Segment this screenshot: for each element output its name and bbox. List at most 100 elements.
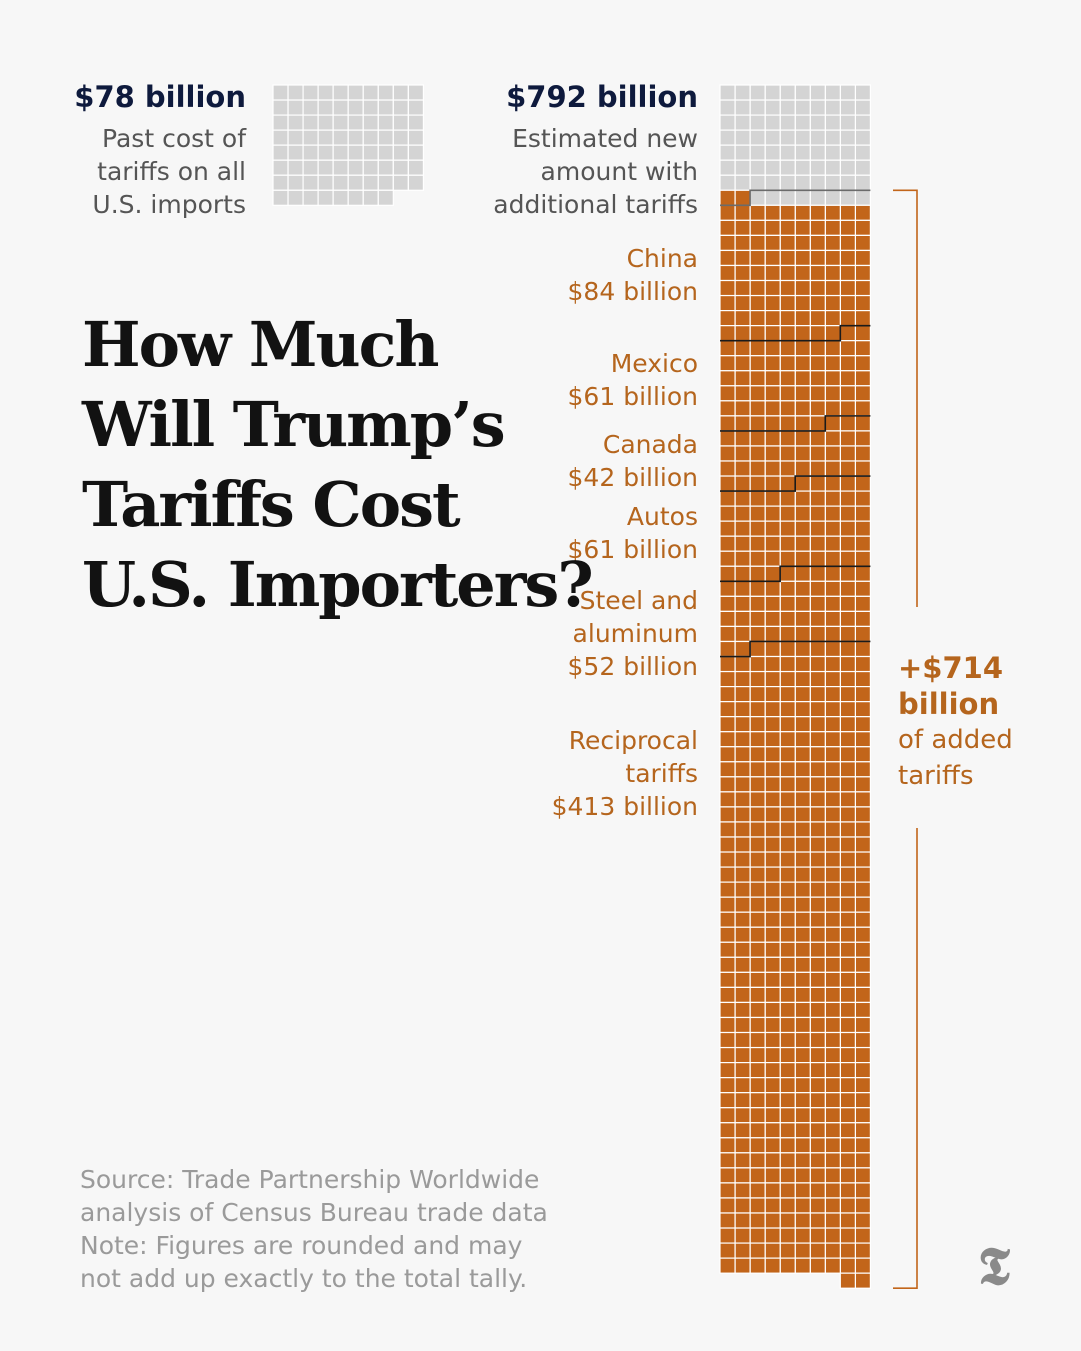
segment-label-line: $84 billion	[567, 277, 698, 306]
existing-waffle-square	[749, 174, 766, 191]
existing-waffle-square	[824, 144, 841, 161]
added-waffle-square	[749, 1077, 766, 1094]
past-waffle-square	[272, 129, 289, 146]
added-waffle-square	[779, 1107, 796, 1124]
added-waffle-square	[734, 385, 751, 402]
added-waffle-square	[779, 234, 796, 252]
existing-waffle-square	[854, 114, 871, 131]
added-waffle-square	[734, 1227, 751, 1244]
past-description: Past cost of tariffs on all U.S. imports	[92, 122, 246, 221]
past-waffle-square	[407, 159, 424, 176]
existing-waffle-square	[779, 84, 796, 101]
added-waffle-square	[809, 1016, 826, 1034]
added-waffle-square	[824, 565, 841, 582]
added-waffle-square	[854, 475, 871, 492]
added-waffle-square	[824, 430, 841, 447]
added-waffle-square	[854, 670, 871, 688]
added-waffle-square	[719, 415, 736, 432]
past-waffle-square	[302, 189, 319, 206]
added-waffle-square	[839, 685, 856, 703]
added-waffle-square	[764, 821, 781, 838]
added-waffle-square	[734, 565, 751, 582]
added-waffle-square	[824, 625, 841, 643]
added-waffle-square	[824, 460, 841, 477]
existing-waffle-square	[779, 99, 796, 116]
estimated-desc-line: Estimated new	[512, 124, 698, 153]
added-waffle-square	[734, 1077, 751, 1094]
past-waffle-square	[317, 99, 334, 116]
added-waffle-square	[734, 550, 751, 567]
added-waffle-square	[839, 1137, 856, 1154]
existing-waffle-square	[734, 174, 751, 191]
added-waffle-square	[734, 701, 751, 718]
added-waffle-square	[779, 716, 796, 733]
added-waffle-square	[764, 701, 781, 718]
added-waffle-square	[749, 580, 766, 597]
added-waffle-square	[854, 520, 871, 537]
added-waffle-square	[779, 956, 796, 973]
added-waffle-square	[839, 610, 856, 628]
added-waffle-square	[794, 926, 811, 943]
added-waffle-square	[734, 670, 751, 688]
added-waffle-square	[734, 1031, 751, 1049]
added-waffle-square	[764, 640, 781, 658]
added-waffle-square	[794, 400, 811, 417]
added-waffle-square	[749, 1031, 766, 1049]
added-waffle-square	[779, 1182, 796, 1199]
existing-waffle-square	[824, 159, 841, 176]
added-waffle-square	[839, 340, 856, 357]
added-waffle-square	[824, 610, 841, 628]
added-waffle-square	[734, 1046, 751, 1064]
added-waffle-square	[809, 836, 826, 853]
added-waffle-square	[809, 355, 826, 372]
added-waffle-square	[839, 836, 856, 853]
added-waffle-square	[764, 746, 781, 763]
added-waffle-square	[764, 505, 781, 522]
added-waffle-square	[854, 535, 871, 552]
added-waffle-square	[749, 836, 766, 853]
added-waffle-square	[824, 595, 841, 612]
added-waffle-square	[809, 520, 826, 537]
added-waffle-square	[749, 640, 766, 658]
added-waffle-square	[719, 1257, 736, 1274]
added-waffle-square	[719, 881, 736, 898]
added-waffle-square	[749, 911, 766, 928]
added-waffle-square	[764, 610, 781, 628]
added-waffle-square	[854, 460, 871, 477]
existing-waffle-square	[779, 144, 796, 161]
added-waffle-square	[824, 821, 841, 838]
added-waffle-square	[719, 1092, 736, 1109]
added-waffle-square	[779, 1242, 796, 1259]
past-waffle-square	[392, 84, 409, 101]
existing-waffle-square	[764, 144, 781, 161]
existing-waffle-square	[779, 159, 796, 176]
added-waffle-square	[734, 264, 751, 282]
added-waffle-square	[839, 1061, 856, 1079]
added-waffle-square	[854, 1152, 871, 1169]
added-waffle-square	[734, 310, 751, 327]
added-waffle-square	[764, 204, 781, 221]
added-waffle-square	[749, 821, 766, 838]
past-waffle-square	[377, 129, 394, 146]
past-waffle-square	[287, 114, 304, 131]
added-waffle-square	[854, 279, 871, 297]
added-waffle-square	[734, 1061, 751, 1079]
existing-waffle-square	[764, 174, 781, 191]
existing-waffle-square	[779, 174, 796, 191]
added-waffle-square	[824, 761, 841, 778]
added-waffle-square	[839, 325, 856, 342]
added-waffle-square	[764, 776, 781, 793]
existing-waffle-square	[749, 159, 766, 176]
added-waffle-square	[824, 670, 841, 688]
added-waffle-square	[719, 746, 736, 763]
added-waffle-square	[719, 1182, 736, 1199]
existing-waffle-square	[824, 99, 841, 116]
added-waffle-square	[764, 716, 781, 733]
added-waffle-square	[779, 325, 796, 342]
added-waffle-square	[764, 986, 781, 1004]
added-waffle-square	[719, 685, 736, 703]
added-waffle-square	[779, 655, 796, 673]
added-waffle-square	[719, 294, 736, 312]
added-waffle-square	[824, 685, 841, 703]
existing-waffle-square	[719, 144, 736, 161]
